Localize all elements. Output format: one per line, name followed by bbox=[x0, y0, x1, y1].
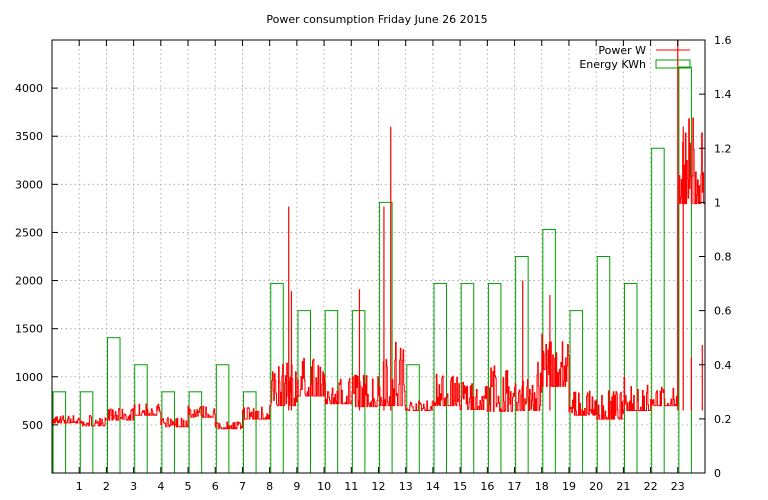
x-tick-label: 7 bbox=[239, 480, 246, 493]
y2-tick-label: 1.6 bbox=[714, 34, 732, 47]
x-tick-label: 5 bbox=[185, 480, 192, 493]
x-tick-label: 17 bbox=[508, 480, 522, 493]
y2-tick-label: 0 bbox=[714, 467, 721, 480]
x-tick-label: 12 bbox=[372, 480, 386, 493]
legend-swatch-energy bbox=[655, 59, 691, 69]
x-tick-label: 2 bbox=[103, 480, 110, 493]
x-tick-label: 10 bbox=[317, 480, 331, 493]
y-tick-label: 4000 bbox=[15, 82, 43, 95]
chart-title: Power consumption Friday June 26 2015 bbox=[266, 13, 487, 26]
y2-tick-label: 1 bbox=[714, 196, 721, 209]
power-series bbox=[52, 40, 706, 430]
y-tick-label: 3000 bbox=[15, 178, 43, 191]
y-tick-label: 1500 bbox=[15, 323, 43, 336]
x-tick-label: 19 bbox=[562, 480, 576, 493]
x-tick-label: 1 bbox=[76, 480, 83, 493]
x-tick-label: 14 bbox=[426, 480, 440, 493]
axes: 1 2 3 4 5 6 7 8 9 10 11 12 13 14 15 16 17 18 19 20 21 22 23500… bbox=[15, 34, 732, 493]
x-tick-label: 6 bbox=[212, 480, 219, 493]
y2-tick-label: 0.8 bbox=[714, 251, 732, 264]
x-tick-label: 20 bbox=[589, 480, 603, 493]
y-tick-label: 2000 bbox=[15, 275, 43, 288]
x-tick-label: 13 bbox=[399, 480, 413, 493]
x-tick-label: 23 bbox=[671, 480, 685, 493]
x-tick-label: 18 bbox=[535, 480, 549, 493]
x-tick-label: 4 bbox=[157, 480, 164, 493]
x-tick-label: 3 bbox=[130, 480, 137, 493]
y2-tick-label: 0.6 bbox=[714, 305, 732, 318]
x-tick-label: 8 bbox=[266, 480, 273, 493]
y2-tick-label: 0.2 bbox=[714, 413, 732, 426]
y-tick-label: 500 bbox=[22, 419, 43, 432]
power-line bbox=[52, 117, 706, 430]
x-tick-label: 15 bbox=[453, 480, 467, 493]
legend-label: Energy KWh bbox=[579, 58, 646, 71]
x-tick-label: 9 bbox=[293, 480, 300, 493]
legend-label: Power W bbox=[598, 44, 646, 57]
x-tick-label: 21 bbox=[616, 480, 630, 493]
y2-tick-label: 1.2 bbox=[714, 142, 732, 155]
y-tick-label: 1000 bbox=[15, 371, 43, 384]
y2-tick-label: 1.4 bbox=[714, 88, 732, 101]
x-tick-label: 22 bbox=[644, 480, 658, 493]
y-tick-label: 2500 bbox=[15, 226, 43, 239]
y-tick-label: 3500 bbox=[15, 130, 43, 143]
x-tick-label: 16 bbox=[480, 480, 494, 493]
y2-tick-label: 0.4 bbox=[714, 359, 732, 372]
plot-frame bbox=[51, 39, 706, 474]
x-tick-label: 11 bbox=[344, 480, 358, 493]
